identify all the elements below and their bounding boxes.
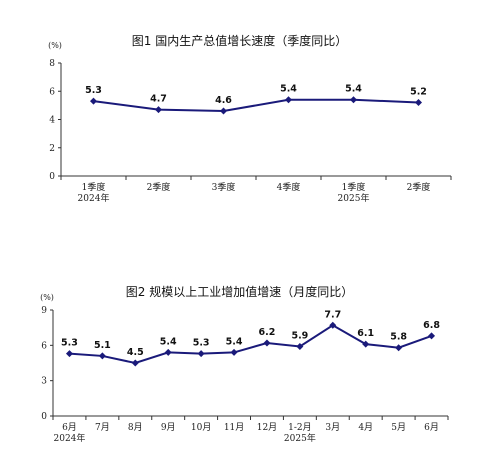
chart2-y-tick-label: 3 (41, 377, 47, 387)
chart1-x-tick-label: 3季度 (212, 181, 236, 193)
chart1-series-line (93, 98, 419, 113)
chart2-x-tick-label: 1-2月 (288, 422, 312, 433)
chart1-data-point (350, 96, 357, 104)
chart2-data-label: 7.7 (324, 309, 341, 320)
chart2-data-point (428, 332, 436, 340)
chart1-data-point (415, 99, 422, 107)
chart1-y-tick-label: 6 (49, 87, 55, 97)
chart2-data-label: 6.1 (357, 328, 374, 339)
chart2-data-label: 5.3 (193, 338, 210, 349)
chart1-title: 图1 国内生产总值增长速度（季度同比） (131, 34, 348, 48)
chart2-series-line (69, 324, 432, 365)
chart1-y-tick-label: 2 (49, 144, 55, 154)
chart2-x-tick-label: 12月 (257, 422, 277, 433)
chart2-data-label: 4.5 (127, 347, 144, 358)
chart2-data-point (164, 348, 172, 356)
chart2-data-label: 5.3 (61, 338, 78, 349)
chart2-data-point (98, 352, 106, 360)
chart2-data-label: 5.4 (226, 336, 243, 347)
chart2-x-tick-label: 6月 (424, 422, 439, 433)
chart1-data-label: 4.6 (215, 95, 232, 106)
chart2-x-tick-label: 5月 (391, 422, 406, 433)
chart2-data-point (329, 321, 337, 329)
chart2-y-tick-label: 0 (41, 412, 47, 422)
chart2-x-tick-label: 10月 (191, 422, 211, 433)
chart1-y-tick-label: 4 (49, 116, 55, 126)
chart1-year-label: 2025年 (338, 192, 370, 204)
chart2-title: 图2 规模以上工业增加值增速（月度同比） (125, 285, 354, 299)
chart1-data-label: 5.3 (85, 85, 102, 96)
chart2-data-label: 5.9 (291, 331, 308, 342)
chart2-year-label: 2024年 (54, 432, 86, 444)
chart2-x-tick-label: 9月 (161, 422, 176, 433)
chart2-x-tick-label: 3月 (325, 422, 340, 433)
chart1-data-point (220, 107, 227, 115)
chart2-data-point (362, 340, 370, 348)
chart1-data-label: 5.4 (280, 84, 297, 95)
chart2-x-tick-label: 8月 (128, 422, 143, 433)
chart2-year-label: 2025年 (284, 432, 316, 444)
chart2-x-tick-label: 7月 (95, 422, 110, 433)
chart2-x-tick-label: 6月 (62, 422, 77, 433)
chart1-year-label: 2024年 (78, 192, 110, 204)
chart2-data-label: 5.1 (94, 340, 111, 351)
chart2-data-point (296, 343, 304, 351)
chart2-x-tick-label: 11月 (224, 422, 244, 433)
chart2-data-point (263, 339, 271, 347)
chart1-x-tick-label: 2季度 (147, 181, 171, 193)
chart2-x-tick-label: 4月 (358, 422, 373, 433)
chart2-data-point (197, 350, 205, 358)
chart2-data-label: 5.4 (160, 336, 177, 347)
chart1-x-tick-label: 1季度 (342, 181, 366, 193)
chart1-x-tick-label: 4季度 (277, 181, 301, 193)
chart2-data-label: 6.2 (259, 327, 276, 338)
chart2-unit-label: (%) (40, 293, 54, 302)
chart1-y-tick-label: 0 (49, 172, 55, 182)
chart1-data-label: 5.2 (410, 87, 427, 98)
chart2-data-point (395, 344, 403, 352)
chart1-x-tick-label: 1季度 (82, 181, 106, 193)
chart1-data-label: 4.7 (150, 94, 167, 105)
chart2-data-point (65, 350, 73, 358)
chart1-unit-label: (%) (48, 41, 62, 50)
chart1-x-tick-label: 2季度 (407, 181, 431, 193)
chart1-y-tick-label: 8 (49, 59, 55, 69)
chart2-y-tick-label: 9 (41, 306, 47, 316)
chart2-data-label: 6.8 (423, 320, 440, 331)
chart2-data-label: 5.8 (390, 332, 407, 343)
chart2-y-tick-label: 6 (41, 341, 47, 351)
chart2-data-point (131, 359, 139, 367)
chart1-data-label: 5.4 (345, 84, 362, 95)
chart1-data-point (155, 106, 162, 114)
chart1-data-point (285, 96, 292, 104)
chart2-data-point (230, 348, 238, 356)
chart1-data-point (90, 97, 97, 105)
